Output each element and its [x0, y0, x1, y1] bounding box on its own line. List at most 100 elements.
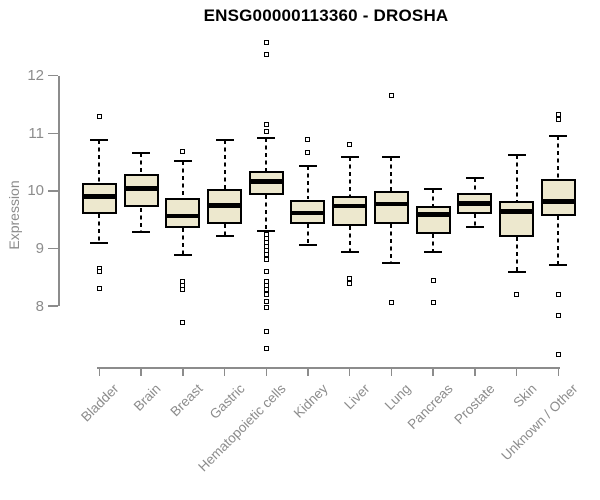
outlier-point: [388, 300, 394, 305]
y-tick-label: 9: [35, 239, 44, 257]
outlier-point: [555, 116, 561, 122]
outlier-point: [555, 111, 561, 117]
upper-whisker-cap: [298, 165, 317, 168]
upper-whisker-cap: [465, 176, 484, 179]
lower-whisker-line: [432, 234, 435, 252]
median-line: [499, 209, 535, 214]
lower-whisker-line: [473, 213, 476, 227]
x-tick: [557, 367, 560, 376]
lower-whisker-line: [557, 216, 560, 266]
lower-whisker-line: [515, 236, 518, 272]
y-tick: [48, 74, 58, 77]
outlier-point: [96, 114, 102, 120]
chart-title: ENSG00000113360 - DROSHA: [203, 6, 449, 25]
lower-whisker-line: [306, 224, 309, 245]
outlier-point: [430, 277, 436, 283]
lower-whisker-line: [98, 213, 101, 243]
outlier-point: [555, 313, 561, 319]
y-tick-label: 12: [27, 67, 44, 85]
lower-whisker-cap: [549, 264, 568, 267]
upper-whisker-line: [223, 140, 226, 190]
median-line: [540, 199, 576, 204]
outlier-point: [263, 298, 269, 304]
lower-whisker-cap: [298, 244, 317, 246]
y-tick: [48, 132, 58, 134]
outlier-point: [305, 150, 311, 156]
upper-whisker-cap: [215, 139, 234, 142]
lower-whisker-cap: [507, 270, 526, 273]
y-axis-line: [58, 75, 60, 306]
x-tick: [432, 367, 434, 376]
iqr-box: [540, 179, 576, 217]
median-line: [373, 201, 409, 207]
upper-whisker-line: [432, 188, 435, 206]
outlier-point: [263, 129, 269, 134]
lower-whisker-cap: [340, 250, 359, 253]
outlier-point: [180, 320, 186, 326]
upper-whisker-line: [98, 140, 101, 184]
iqr-box: [415, 205, 451, 234]
outlier-point: [263, 269, 269, 274]
lower-whisker-cap: [257, 229, 276, 232]
upper-whisker-cap: [340, 155, 359, 158]
upper-whisker-line: [390, 157, 393, 192]
x-tick: [223, 367, 226, 376]
median-line: [81, 194, 117, 199]
lower-whisker-cap: [132, 230, 150, 233]
outlier-point: [430, 300, 436, 305]
x-tick: [307, 367, 309, 376]
outlier-point: [347, 275, 353, 281]
outlier-point: [180, 282, 186, 288]
outlier-point: [263, 282, 269, 288]
median-line: [248, 179, 284, 184]
x-tick: [515, 367, 518, 376]
lower-whisker-cap: [465, 225, 484, 228]
outlier-point: [263, 251, 269, 257]
y-tick: [48, 247, 58, 250]
lower-whisker-line: [140, 207, 142, 232]
upper-whisker-line: [473, 177, 476, 193]
lower-whisker-cap: [215, 235, 234, 238]
lower-whisker-line: [265, 194, 268, 231]
lower-whisker-line: [348, 226, 351, 252]
median-line: [207, 203, 242, 208]
lower-whisker-line: [223, 224, 226, 237]
outlier-point: [263, 329, 269, 335]
upper-whisker-line: [181, 160, 184, 199]
y-tick: [48, 190, 58, 192]
upper-whisker-cap: [90, 139, 109, 142]
lower-whisker-cap: [90, 241, 109, 244]
outlier-point: [263, 121, 269, 127]
x-tick: [98, 367, 100, 376]
y-tick-label: 11: [28, 124, 44, 142]
x-tick: [140, 367, 142, 376]
upper-whisker-line: [515, 154, 518, 201]
median-line: [290, 210, 326, 215]
lower-whisker-line: [390, 224, 393, 264]
outlier-point: [514, 292, 520, 297]
median-line: [332, 203, 368, 209]
upper-whisker-cap: [257, 137, 276, 140]
x-tick: [390, 367, 393, 376]
lower-whisker-cap: [424, 250, 443, 253]
outlier-point: [263, 51, 269, 57]
upper-whisker-cap: [382, 156, 401, 159]
x-tick: [265, 367, 267, 376]
y-tick-label: 10: [27, 182, 44, 200]
outlier-point: [388, 92, 394, 98]
iqr-box: [165, 198, 201, 228]
x-tick: [182, 367, 184, 376]
upper-whisker-line: [557, 136, 560, 180]
outlier-point: [263, 292, 269, 297]
outlier-point: [347, 280, 353, 286]
outlier-point: [263, 304, 269, 310]
x-tick: [474, 367, 476, 376]
y-tick-label: 8: [35, 297, 44, 315]
outlier-point: [263, 257, 269, 263]
lower-whisker-cap: [382, 262, 401, 265]
outlier-point: [555, 352, 561, 358]
upper-whisker-cap: [424, 187, 443, 190]
outlier-point: [180, 287, 186, 293]
upper-whisker-cap: [549, 135, 568, 138]
